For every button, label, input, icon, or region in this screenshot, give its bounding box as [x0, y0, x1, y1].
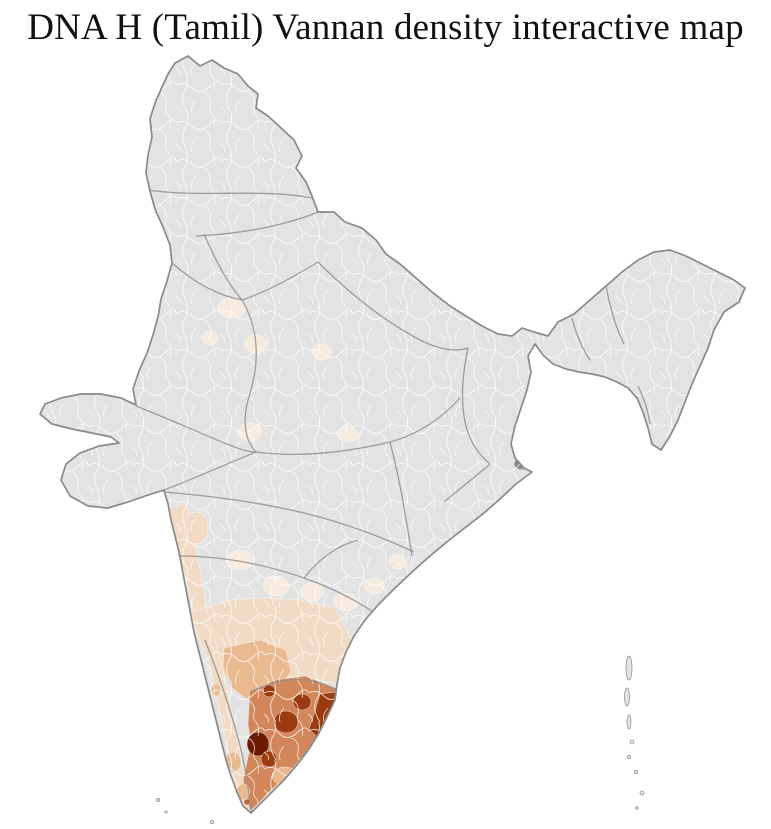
state-border-kerala-east — [204, 639, 252, 813]
state-border-up-south — [317, 261, 469, 351]
region-tamil-nadu-south[interactable] — [271, 766, 299, 786]
state-border-telangana-south — [303, 539, 359, 579]
andaman-island-3[interactable] — [626, 714, 632, 730]
state-border-maharashtra-north — [163, 491, 415, 553]
nicobar-island-2[interactable] — [639, 790, 645, 796]
state-border-odisha-wb — [443, 463, 491, 503]
state-border-rajasthan-east — [241, 299, 257, 453]
lakshadweep-island-3[interactable] — [210, 820, 214, 824]
state-border-up-west — [241, 261, 319, 301]
andaman-island-2[interactable] — [624, 687, 630, 707]
district-deccan-5[interactable] — [363, 577, 385, 595]
state-border-karnataka-north — [177, 555, 377, 615]
lakshadweep-island-2[interactable] — [164, 810, 168, 814]
region-karnataka-tn-border-spot[interactable] — [262, 684, 276, 698]
district-deccan-3[interactable] — [299, 582, 325, 602]
state-border-gujarat-north — [135, 405, 257, 453]
district-central-5[interactable] — [237, 422, 263, 442]
state-border-hp-south — [195, 211, 319, 237]
district-central-6[interactable] — [337, 425, 359, 443]
page-title: DNA H (Tamil) Vannan density interactive… — [27, 7, 744, 48]
state-border-tamilnadu-north — [249, 679, 337, 693]
district-central-4[interactable] — [311, 343, 333, 361]
district-bengal-strip[interactable] — [521, 413, 535, 435]
state-border-punjab-east — [203, 233, 243, 301]
state-border-bihar-east — [461, 347, 491, 465]
region-kerala-mid-spot[interactable] — [210, 683, 222, 697]
state-border-chhattisgarh-east — [389, 441, 413, 557]
island-chains[interactable] — [156, 655, 645, 824]
district-central-1[interactable] — [217, 297, 247, 319]
andaman-island-4[interactable] — [629, 739, 635, 745]
state-borders-northeast — [571, 285, 651, 425]
district-deccan-6[interactable] — [388, 554, 408, 570]
andaman-island-5[interactable] — [627, 755, 631, 759]
state-border-rajasthan-north — [171, 262, 243, 301]
region-tamil-nadu-north[interactable] — [292, 693, 312, 711]
district-rayalaseema-2[interactable] — [349, 631, 371, 649]
andaman-island-1[interactable] — [625, 655, 633, 681]
state-border-jk-south — [147, 189, 313, 199]
region-tamil-nadu-central[interactable] — [273, 710, 299, 734]
district-central-3[interactable] — [201, 330, 219, 346]
region-tamil-nadu-core-2[interactable] — [260, 750, 278, 768]
nicobar-island-3[interactable] — [635, 806, 639, 810]
lakshadweep-island-1[interactable] — [156, 798, 160, 802]
district-konkan-2[interactable] — [183, 511, 209, 545]
state-border-gujarat-east — [163, 451, 257, 491]
district-deccan-2[interactable] — [262, 575, 290, 597]
state-border-mp-south — [255, 397, 461, 456]
nicobar-island-1[interactable] — [634, 770, 638, 774]
state-boundaries — [135, 189, 651, 813]
